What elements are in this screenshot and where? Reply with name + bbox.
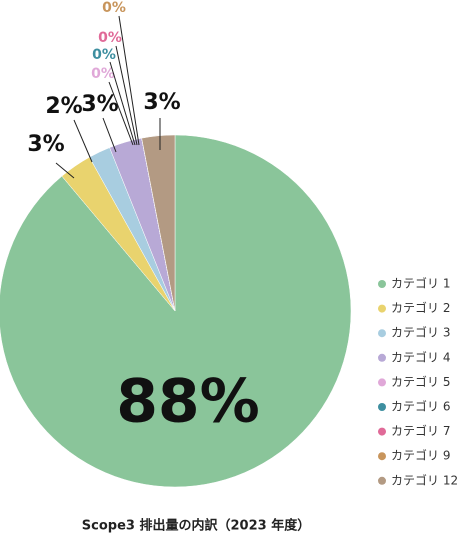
leader-line <box>55 162 75 179</box>
legend-label: カテゴリ 2 <box>391 300 450 315</box>
leader-line <box>73 119 93 163</box>
legend-label: カテゴリ 4 <box>391 349 450 364</box>
legend-swatch <box>378 403 386 411</box>
legend-label: カテゴリ 1 <box>391 276 450 291</box>
legend-label: カテゴリ 6 <box>391 399 450 414</box>
value-label: 88% <box>116 367 260 437</box>
leader-line <box>115 45 138 146</box>
legend-label: カテゴリ 12 <box>391 472 458 487</box>
value-label: 0% <box>92 47 116 63</box>
value-label: 2% <box>45 94 82 119</box>
legend-swatch <box>378 304 386 313</box>
value-label: 0% <box>98 30 122 46</box>
legend-label: カテゴリ 5 <box>391 374 450 389</box>
value-label: 3% <box>81 92 118 117</box>
value-label: 3% <box>27 132 64 157</box>
legend-swatch <box>378 427 386 436</box>
leader-line <box>108 81 134 146</box>
pie-slice <box>141 134 176 312</box>
legend-swatch <box>378 476 386 485</box>
legend-swatch <box>378 280 386 288</box>
value-label: 0% <box>91 66 115 82</box>
legend-label: カテゴリ 7 <box>391 423 450 438</box>
value-label: 3% <box>143 90 180 115</box>
legend-label: カテゴリ 3 <box>391 325 450 340</box>
chart-title: Scope3 排出量の内訳（2023 年度） <box>82 518 310 534</box>
legend-label: カテゴリ 9 <box>391 448 450 463</box>
leader-line <box>102 117 117 153</box>
value-label: 0% <box>102 0 126 16</box>
pie-slice <box>0 134 352 488</box>
legend-swatch <box>378 353 386 362</box>
leader-line <box>118 15 140 146</box>
legend-swatch <box>378 329 386 338</box>
legend-swatch <box>378 378 386 387</box>
leader-line <box>109 61 136 146</box>
legend-swatch <box>378 452 386 461</box>
